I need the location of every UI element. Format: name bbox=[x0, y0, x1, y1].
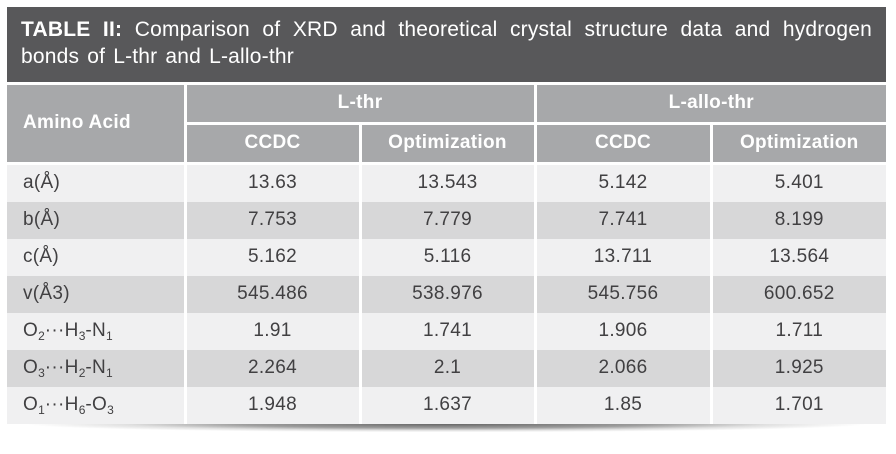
value-cell: 5.116 bbox=[358, 238, 536, 276]
subscript: 1 bbox=[38, 402, 45, 417]
value-cell: 7.753 bbox=[183, 201, 360, 239]
header-l-thr-optimization: Optimization bbox=[358, 123, 536, 165]
value-cell: 5.142 bbox=[533, 163, 712, 202]
table-row: O1···H6-O3 1.948 1.637 1.85 1.701 bbox=[7, 386, 887, 424]
header-subcolumn-row: CCDC Optimization CCDC Optimization bbox=[7, 123, 887, 165]
value-cell: 2.1 bbox=[358, 349, 536, 387]
row-label: O2···H3-N1 bbox=[7, 312, 185, 350]
value-cell: 600.652 bbox=[709, 275, 887, 313]
value-cell: 1.637 bbox=[358, 386, 536, 424]
comparison-table: TABLE II: Comparison of XRD and theoreti… bbox=[7, 7, 887, 436]
value-cell: 1.91 bbox=[183, 312, 360, 350]
value-cell: 1.906 bbox=[533, 312, 712, 350]
header-group-l-thr: L-thr bbox=[183, 84, 536, 125]
row-label: O1···H6-O3 bbox=[7, 386, 185, 424]
value-cell: 8.199 bbox=[709, 201, 887, 239]
header-group-l-allo-thr: L-allo-thr bbox=[533, 84, 887, 125]
value-cell: 5.162 bbox=[183, 238, 360, 276]
header-l-allo-thr-optimization: Optimization bbox=[709, 123, 887, 165]
value-cell: 13.543 bbox=[358, 163, 536, 202]
value-cell: 545.486 bbox=[183, 275, 360, 313]
subscript: 6 bbox=[78, 402, 86, 417]
row-label: a(Å) bbox=[7, 163, 185, 202]
table-title-label: TABLE II: bbox=[21, 18, 123, 41]
header-group-row: Amino Acid L-thr L-allo-thr bbox=[7, 84, 887, 165]
value-cell: 2.264 bbox=[183, 349, 360, 387]
table-title: TABLE II: Comparison of XRD and theoreti… bbox=[7, 7, 886, 82]
value-cell: 1.948 bbox=[183, 386, 360, 424]
subscript: 1 bbox=[106, 328, 113, 343]
table-row: O2···H3-N1 1.91 1.741 1.906 1.711 bbox=[7, 312, 887, 350]
table-row: O3···H2-N1 2.264 2.1 2.066 1.925 bbox=[7, 349, 887, 387]
value-cell: 1.741 bbox=[358, 312, 536, 350]
value-cell: 1.711 bbox=[709, 312, 887, 350]
data-table: Amino Acid L-thr L-allo-thr CCDC Optimiz… bbox=[7, 84, 887, 424]
table-header: Amino Acid L-thr L-allo-thr CCDC Optimiz… bbox=[7, 84, 887, 165]
subscript: 3 bbox=[38, 365, 45, 380]
value-cell: 13.711 bbox=[533, 238, 712, 276]
table-title-text: Comparison of XRD and theoretical crysta… bbox=[21, 18, 872, 68]
value-cell: 7.779 bbox=[358, 201, 536, 239]
table-row: c(Å) 5.162 5.116 13.711 13.564 bbox=[7, 238, 887, 276]
header-l-allo-thr-ccdc: CCDC bbox=[533, 123, 712, 165]
subscript: 3 bbox=[107, 402, 114, 417]
value-cell: 7.741 bbox=[533, 201, 712, 239]
table-drop-shadow bbox=[7, 423, 886, 436]
value-cell: 5.401 bbox=[709, 163, 887, 202]
header-l-thr-ccdc: CCDC bbox=[183, 123, 360, 165]
row-label: c(Å) bbox=[7, 238, 185, 276]
subscript: 2 bbox=[38, 328, 45, 343]
row-label: O3···H2-N1 bbox=[7, 349, 185, 387]
table-row: a(Å) 13.63 13.543 5.142 5.401 bbox=[7, 163, 887, 202]
header-amino-acid: Amino Acid bbox=[7, 84, 185, 165]
table-body: a(Å) 13.63 13.543 5.142 5.401 b(Å) 7.753 7.779 7… bbox=[7, 163, 887, 424]
value-cell: 1.85 bbox=[533, 386, 712, 424]
table-row: v(Å3) 545.486 538.976 545.756 600.652 bbox=[7, 275, 887, 313]
subscript: 2 bbox=[78, 365, 86, 380]
value-cell: 1.925 bbox=[709, 349, 887, 387]
row-label: v(Å3) bbox=[7, 275, 185, 313]
value-cell: 1.701 bbox=[709, 386, 887, 424]
value-cell: 2.066 bbox=[533, 349, 712, 387]
value-cell: 13.564 bbox=[709, 238, 887, 276]
value-cell: 13.63 bbox=[183, 163, 360, 202]
subscript: 1 bbox=[106, 365, 113, 380]
row-label: b(Å) bbox=[7, 201, 185, 239]
value-cell: 538.976 bbox=[358, 275, 536, 313]
value-cell: 545.756 bbox=[533, 275, 712, 313]
table-row: b(Å) 7.753 7.779 7.741 8.199 bbox=[7, 201, 887, 239]
subscript: 3 bbox=[78, 328, 86, 343]
